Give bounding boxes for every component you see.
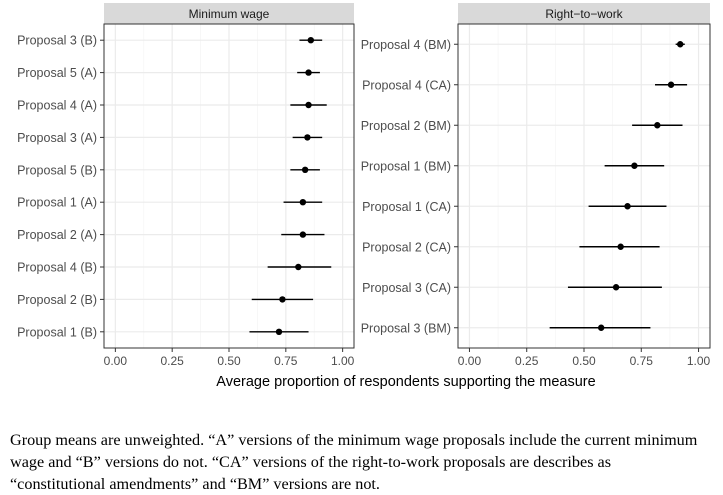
mean-point <box>295 263 302 271</box>
y-tick-label: Proposal 3 (A) <box>17 131 97 145</box>
mean-point <box>301 166 309 173</box>
mean-point <box>597 324 605 331</box>
figure: Minimum wage 0.00 0.25 0.50 0.75 1.00 Proposal… <box>17 3 711 390</box>
mean-point <box>304 134 311 141</box>
x-axis-title: Average proportion of respondents suppor… <box>216 374 595 390</box>
x-tick-label: 0.00 <box>458 354 482 368</box>
y-tick-label: Proposal 3 (BM) <box>361 321 451 335</box>
mean-point <box>307 37 315 44</box>
facet-title: Right−to−work <box>545 7 623 21</box>
x-tick-label: 0.00 <box>104 354 128 368</box>
x-tick-label: 0.50 <box>572 354 596 368</box>
y-tick-label: Proposal 1 (A) <box>17 196 97 210</box>
panel-right-to-work: Right−to−work 0.00 0.25 0.50 0.75 1.00 Proposa… <box>361 3 711 368</box>
y-tick-label: Proposal 4 (CA) <box>362 78 451 92</box>
x-tick-label: 0.75 <box>630 354 654 368</box>
y-tick-label: Proposal 4 (B) <box>17 261 97 275</box>
x-tick-label: 1.00 <box>331 354 355 368</box>
facet-title: Minimum wage <box>189 7 270 21</box>
x-tick-label: 0.25 <box>515 354 539 368</box>
y-tick-label: Proposal 5 (B) <box>17 163 97 177</box>
y-tick-label: Proposal 1 (CA) <box>362 200 451 214</box>
facet-strip <box>458 3 710 24</box>
y-tick-label: Proposal 2 (B) <box>17 293 97 307</box>
x-tick-label: 0.25 <box>161 354 185 368</box>
mean-point <box>631 162 638 169</box>
y-tick-label: Proposal 1 (BM) <box>361 159 451 173</box>
mean-point <box>305 69 312 76</box>
mean-point <box>617 243 624 250</box>
x-tick-label: 0.50 <box>217 354 241 368</box>
mean-point <box>677 41 684 48</box>
y-tick-label: Proposal 3 (CA) <box>362 281 451 295</box>
y-tick-label: Proposal 1 (B) <box>17 325 97 339</box>
y-tick-label: Proposal 2 (BM) <box>361 119 451 133</box>
y-tick-label: Proposal 2 (CA) <box>362 240 451 254</box>
figure-caption: Group means are unweighted. “A” versions… <box>10 431 698 493</box>
mean-point <box>299 231 307 238</box>
mean-point <box>275 328 283 335</box>
y-tick-label: Proposal 4 (A) <box>17 99 97 113</box>
mean-point <box>305 101 312 109</box>
mean-point <box>624 203 631 210</box>
mean-point <box>279 296 286 303</box>
x-tick-label: 0.75 <box>274 354 298 368</box>
y-tick-label: Proposal 3 (B) <box>17 34 97 48</box>
mean-point <box>612 284 620 291</box>
panel-minimum-wage: Minimum wage 0.00 0.25 0.50 0.75 1.00 Proposal… <box>17 3 355 368</box>
mean-point <box>667 81 675 88</box>
y-tick-label: Proposal 4 (BM) <box>361 38 451 52</box>
y-tick-label: Proposal 5 (A) <box>17 66 97 80</box>
mean-point <box>654 122 661 129</box>
y-tick-label: Proposal 2 (A) <box>17 228 97 242</box>
facet-strip <box>104 3 354 24</box>
x-tick-label: 1.00 <box>687 354 711 368</box>
mean-point <box>299 199 307 206</box>
